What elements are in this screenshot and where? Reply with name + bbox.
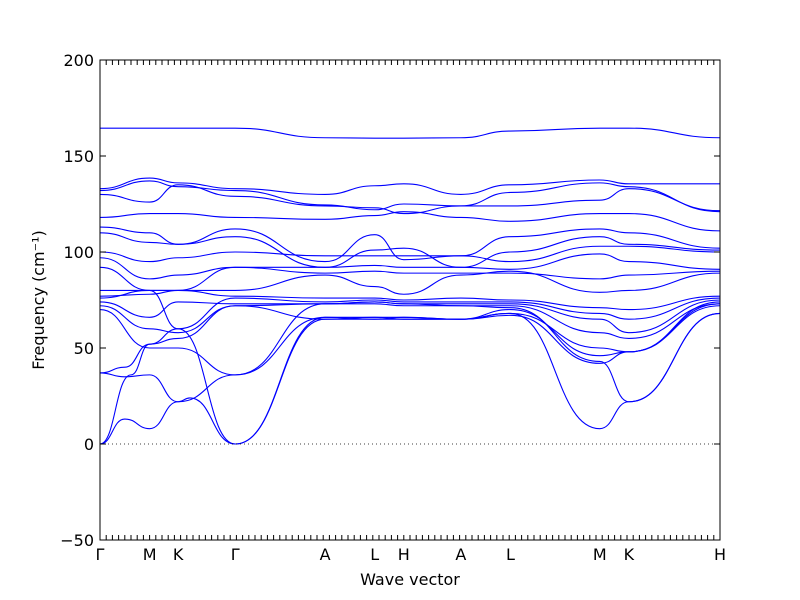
band-18 xyxy=(100,301,720,403)
band-3 xyxy=(100,180,720,213)
x-tick-label: K xyxy=(624,545,635,564)
x-tick-label: M xyxy=(593,545,607,564)
x-minor-ticks xyxy=(99,60,721,540)
band-14 xyxy=(100,299,720,334)
band-19 xyxy=(100,312,720,445)
x-tick-label: M xyxy=(143,545,157,564)
y-tick-label: −50 xyxy=(60,531,94,550)
x-axis-label: Wave vector xyxy=(360,570,460,589)
band-15 xyxy=(100,303,720,339)
band-lines xyxy=(100,127,720,445)
band-1 xyxy=(100,127,720,139)
x-tick-label: Γ xyxy=(231,545,240,564)
band-10 xyxy=(100,266,720,291)
x-tick-label: A xyxy=(320,545,331,564)
x-tick-label: A xyxy=(455,545,466,564)
x-tick-label: H xyxy=(398,545,410,564)
y-tick-label: 0 xyxy=(84,435,94,454)
band-17 xyxy=(100,305,720,374)
y-axis-label: Frequency (cm⁻¹) xyxy=(29,230,48,369)
band-4 xyxy=(100,184,720,215)
x-tick-label: Γ xyxy=(96,545,105,564)
x-tick-label: K xyxy=(173,545,184,564)
band-8 xyxy=(100,245,720,263)
band-12 xyxy=(100,289,720,311)
y-tick-label: 200 xyxy=(63,51,94,70)
band-16 xyxy=(100,303,720,376)
x-tick-label: L xyxy=(370,545,379,564)
band-20 xyxy=(100,301,720,445)
band-5 xyxy=(100,211,720,232)
x-tick-label: L xyxy=(506,545,515,564)
x-tick-label: H xyxy=(714,545,726,564)
band-2 xyxy=(100,177,720,195)
y-tick-label: 50 xyxy=(74,339,94,358)
y-tick-label: 150 xyxy=(63,147,94,166)
y-axis-ticks: −50 0 50 100 150 200 xyxy=(60,51,720,550)
band-9 xyxy=(100,253,720,280)
y-tick-label: 100 xyxy=(63,243,94,262)
band-7 xyxy=(100,232,720,268)
